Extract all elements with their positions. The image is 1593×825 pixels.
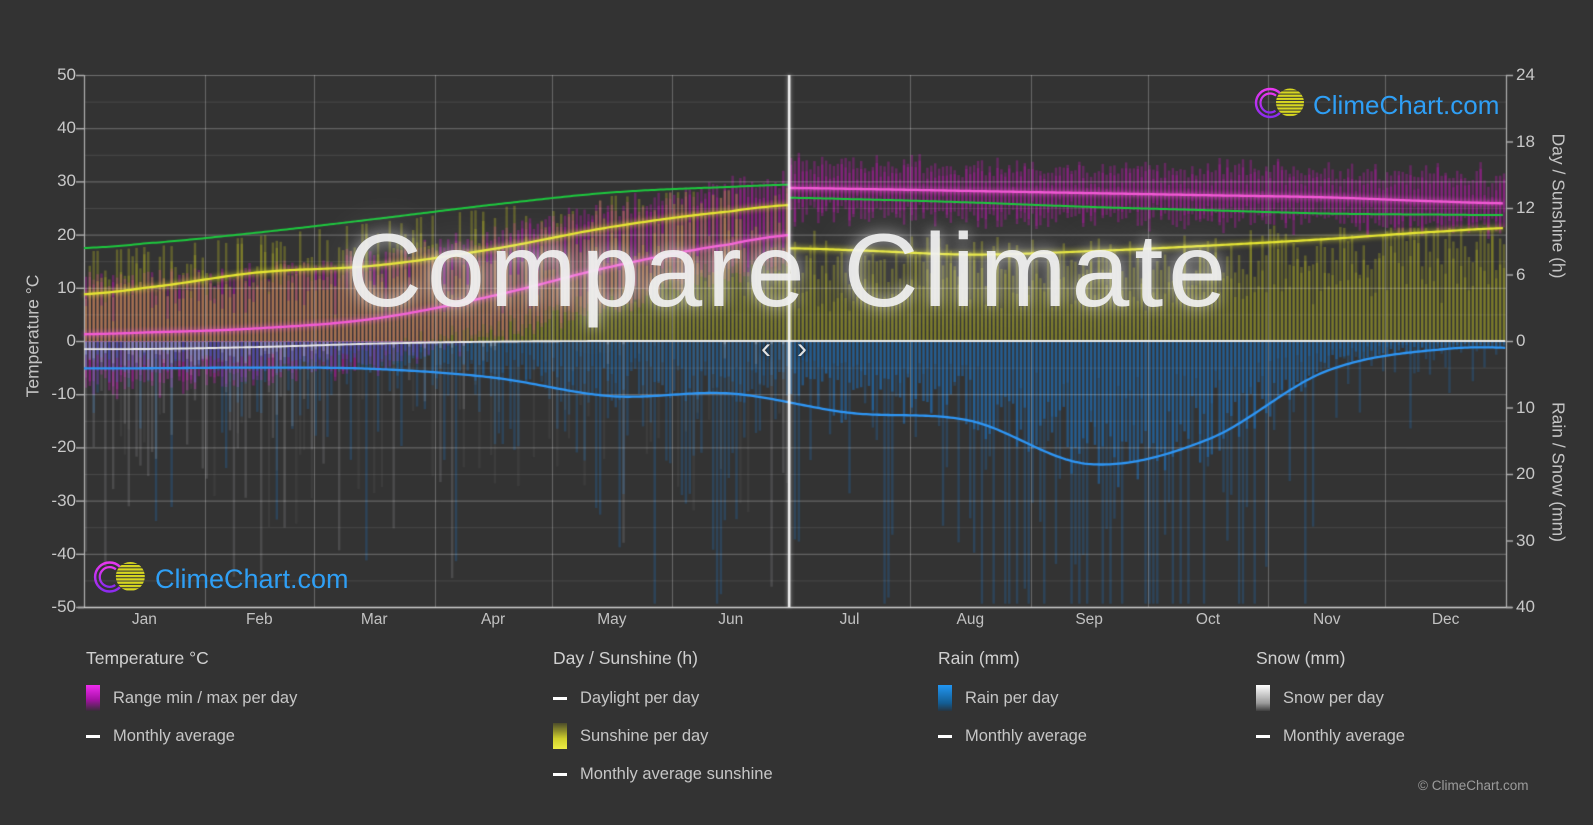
legend-item: Monthly average <box>1256 723 1405 749</box>
temperature-axis-title: Temperature °C <box>22 274 43 398</box>
legend-item-label: Range min / max per day <box>113 688 298 707</box>
climechart-logo-top[interactable]: ClimeChart.com <box>1253 85 1499 126</box>
month-label-may: May <box>597 611 627 628</box>
line-green-swatch <box>553 696 567 700</box>
watermark-title: Compare Climate <box>346 213 1232 329</box>
day-sunshine-axis-title: Day / Sunshine (h) <box>1548 133 1569 279</box>
month-label-oct: Oct <box>1195 611 1221 628</box>
legend-item: Monthly average <box>938 723 1087 749</box>
line-yellow-swatch <box>553 772 567 776</box>
climechart-logo-icon <box>1253 85 1309 126</box>
temp-axis-tick: 30 <box>57 171 76 191</box>
gradient-magenta-swatch <box>86 685 100 711</box>
temp-axis-tick: 10 <box>57 277 76 297</box>
temp-axis-tick: 50 <box>57 65 76 84</box>
gradient-snow-swatch <box>1256 685 1270 711</box>
month-label-aug: Aug <box>956 611 985 628</box>
copyright-note: © ClimeChart.com <box>1418 778 1529 793</box>
legend-group-0: Temperature °C Range min / max per day Mon… <box>86 648 297 761</box>
line-blue-swatch <box>938 734 952 738</box>
legend-item-label: Monthly average sunshine <box>580 764 773 783</box>
month-label-jul: Jul <box>839 611 860 628</box>
climechart-logo-icon <box>92 558 150 601</box>
rain-axis-tick: 40 <box>1516 597 1535 616</box>
sunshine-axis-tick: 24 <box>1516 65 1535 84</box>
month-label-sep: Sep <box>1075 611 1103 628</box>
legend-item: Sunshine per day <box>553 723 773 749</box>
legend-item-label: Monthly average <box>113 726 235 745</box>
legend-item-label: Daylight per day <box>580 688 700 707</box>
line-white-swatch <box>1256 734 1270 738</box>
legend-item: Snow per day <box>1256 685 1405 711</box>
rain-axis-tick: 10 <box>1516 397 1535 417</box>
legend-item: Daylight per day <box>553 685 773 711</box>
line-pink-swatch <box>86 734 100 738</box>
next-nav-button[interactable]: › <box>797 332 807 365</box>
temp-axis-tick: 40 <box>57 118 76 138</box>
legend-item-label: Rain per day <box>965 688 1059 707</box>
temp-axis-tick: -20 <box>51 437 76 457</box>
gradient-yellow-swatch <box>553 723 567 749</box>
temp-axis-tick: -40 <box>51 543 76 563</box>
month-label-apr: Apr <box>481 611 506 628</box>
rain-axis-tick: 30 <box>1516 530 1535 550</box>
sunshine-axis-tick: 12 <box>1516 198 1535 217</box>
legend-item-label: Snow per day <box>1283 688 1384 707</box>
legend-group-2: Rain (mm) Rain per day Monthly average <box>938 648 1087 761</box>
legend-group-title: Rain (mm) <box>938 648 1020 668</box>
month-label-dec: Dec <box>1431 611 1460 628</box>
rain-snow-axis-title: Rain / Snow (mm) <box>1548 401 1569 543</box>
temp-axis-tick: 0 <box>66 331 76 350</box>
month-label-mar: Mar <box>360 611 388 628</box>
temp-axis-tick: -30 <box>51 490 76 510</box>
legend-group-3: Snow (mm) Snow per day Monthly average <box>1256 648 1405 761</box>
prev-nav-button[interactable]: ‹ <box>761 332 771 365</box>
month-label-jan: Jan <box>131 611 157 628</box>
sunshine-axis-tick: 18 <box>1516 131 1535 151</box>
legend-item: Monthly average <box>86 723 297 749</box>
temp-axis-tick: -50 <box>51 597 76 616</box>
climechart-logo-bottom[interactable]: ClimeChart.com <box>92 558 349 601</box>
legend-group-title: Snow (mm) <box>1256 648 1346 668</box>
temp-axis-tick: -10 <box>51 384 76 404</box>
legend-group-1: Day / Sunshine (h) Daylight per day Sunshi… <box>553 648 773 799</box>
climechart-logo-text: ClimeChart.com <box>155 564 349 594</box>
sunshine-axis-tick: 6 <box>1516 264 1526 284</box>
month-label-nov: Nov <box>1312 611 1341 628</box>
legend-item-label: Sunshine per day <box>580 726 709 745</box>
month-label-jun: Jun <box>718 611 744 628</box>
legend-item: Range min / max per day <box>86 685 297 711</box>
rain-axis-tick: 20 <box>1516 464 1535 483</box>
legend-group-title: Temperature °C <box>86 648 209 668</box>
legend-group-title: Day / Sunshine (h) <box>553 648 698 668</box>
legend-item-label: Monthly average <box>965 726 1087 745</box>
legend-item: Rain per day <box>938 685 1087 711</box>
gradient-blue-swatch <box>938 685 952 711</box>
shared-zero-axis-tick: 0 <box>1516 331 1526 350</box>
climechart-logo-text: ClimeChart.com <box>1313 90 1500 120</box>
legend-item-label: Monthly average <box>1283 726 1405 745</box>
temp-axis-tick: 20 <box>57 224 76 244</box>
legend-item: Monthly average sunshine <box>553 761 773 787</box>
month-label-feb: Feb <box>245 611 273 628</box>
